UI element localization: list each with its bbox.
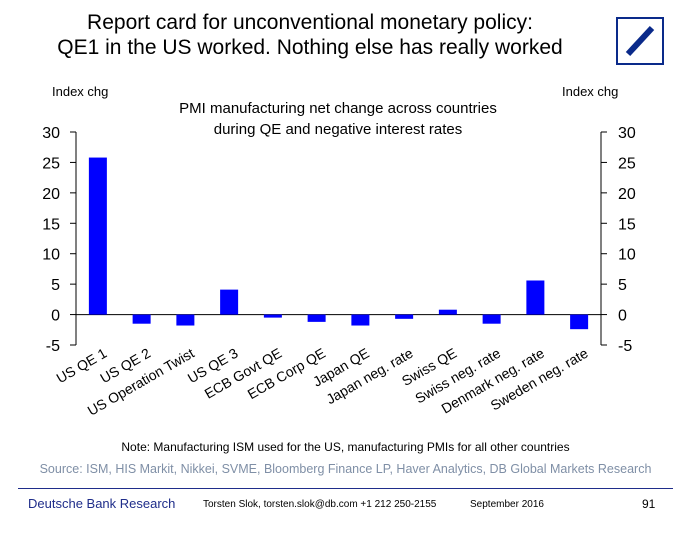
axis-labels: -5 -5 0 0 5 5 10 10 15 15 20 20 25 25 30 30 Index chg Ind… <box>42 84 636 419</box>
deutsche-bank-logo-icon <box>616 17 664 65</box>
y-tick-label-left: 15 <box>42 216 60 233</box>
bar <box>570 314 589 330</box>
bar <box>482 314 501 324</box>
y-tick-label-right: 20 <box>618 186 636 203</box>
y-tick-label-right: 30 <box>618 125 636 142</box>
page-title: Report card for unconventional monetary … <box>20 10 600 60</box>
title-line-1: Report card for unconventional monetary … <box>87 11 533 34</box>
bar <box>263 314 282 318</box>
bar <box>220 289 239 315</box>
y-tick-label-left: -5 <box>46 338 60 355</box>
y-axis-label-right: Index chg <box>562 84 618 99</box>
y-tick-label-right: 5 <box>618 277 627 294</box>
footer-org: Deutsche Bank Research <box>28 496 176 511</box>
bars <box>88 157 589 330</box>
bar <box>395 314 414 319</box>
bar <box>132 314 151 324</box>
y-tick-label-left: 25 <box>42 155 60 172</box>
bar <box>88 157 107 315</box>
y-tick-label-right: 10 <box>618 247 636 264</box>
y-tick-label-right: 25 <box>618 155 636 172</box>
chart-title-line-1: PMI manufacturing net change across coun… <box>179 100 497 117</box>
y-tick-label-right: 0 <box>618 308 627 325</box>
y-tick-label-left: 0 <box>51 308 60 325</box>
bar <box>526 280 545 315</box>
source-line: Source: ISM, HIS Markit, Nikkei, SVME, B… <box>39 462 652 476</box>
chart-note: Note: Manufacturing ISM used for the US,… <box>121 440 570 454</box>
bar <box>176 314 195 326</box>
bar-chart: -5 -5 0 0 5 5 10 10 15 15 20 20 25 25 30 30 Index chg Ind… <box>42 84 636 419</box>
bar <box>307 314 326 322</box>
y-tick-label-left: 5 <box>51 277 60 294</box>
footer-date: September 2016 <box>470 499 544 510</box>
bar <box>351 314 370 326</box>
footer-divider <box>18 488 673 489</box>
y-tick-label-right: -5 <box>618 338 632 355</box>
chart-title-line-2: during QE and negative interest rates <box>214 121 462 138</box>
bar <box>438 309 457 315</box>
y-tick-label-right: 15 <box>618 216 636 233</box>
footer-contact: Torsten Slok, torsten.slok@db.com +1 212… <box>203 499 437 510</box>
y-tick-label-left: 10 <box>42 247 60 264</box>
y-axis-label-left: Index chg <box>52 84 108 99</box>
y-tick-label-left: 20 <box>42 186 60 203</box>
y-tick-label-left: 30 <box>42 125 60 142</box>
title-line-2: QE1 in the US worked. Nothing else has r… <box>57 36 563 59</box>
page-number: 91 <box>642 497 656 511</box>
